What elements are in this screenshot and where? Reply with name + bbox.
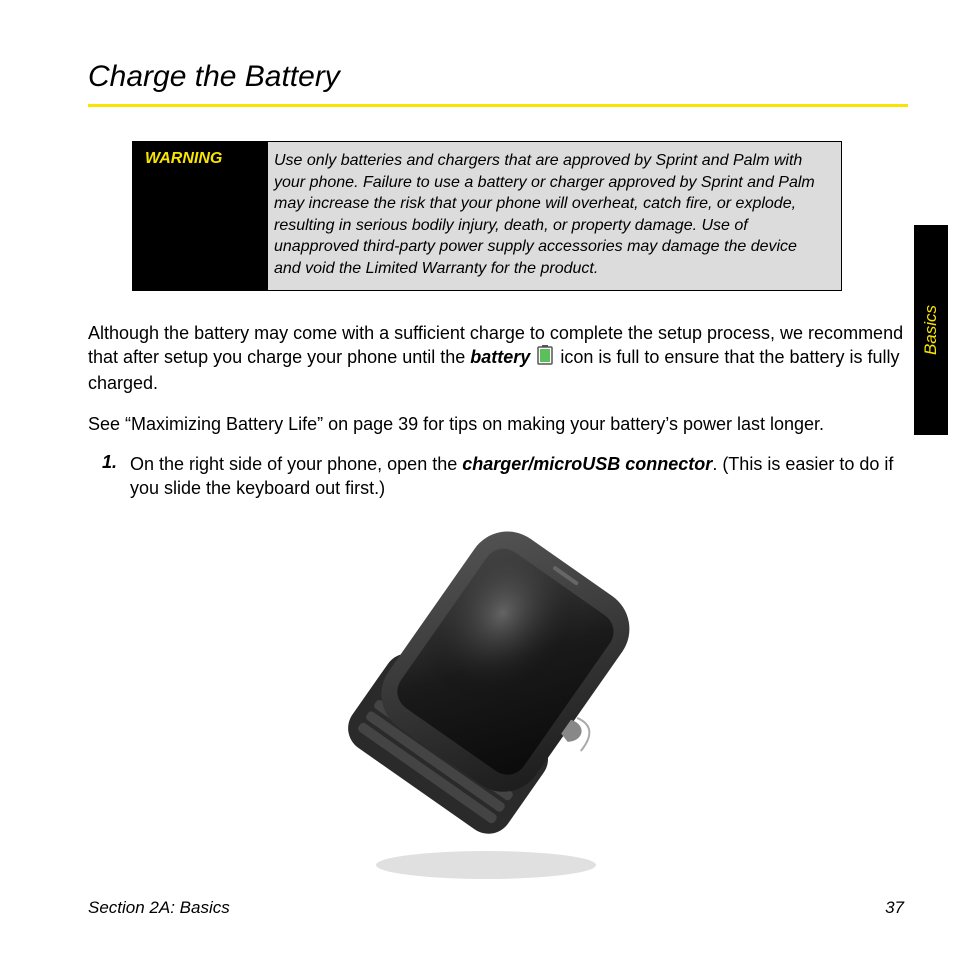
page-footer: Section 2A: Basics 37 — [88, 898, 904, 918]
warning-box: WARNING Use only batteries and chargers … — [132, 141, 842, 291]
footer-section: Section 2A: Basics — [88, 898, 230, 918]
battery-icon — [537, 345, 553, 371]
paragraph-2: See “Maximizing Battery Life” on page 39… — [88, 412, 904, 436]
side-tab-label: Basics — [921, 305, 941, 355]
para1-bold: battery — [470, 347, 530, 367]
title-underline — [88, 104, 908, 107]
warning-label: WARNING — [133, 142, 268, 290]
step1-a: On the right side of your phone, open th… — [130, 454, 462, 474]
paragraph-1: Although the battery may come with a suf… — [88, 321, 904, 396]
step1-bold: charger/microUSB connector — [462, 454, 712, 474]
page-title: Charge the Battery — [88, 60, 904, 94]
side-tab: Basics — [914, 225, 948, 435]
step-number: 1. — [102, 452, 130, 501]
document-page: Charge the Battery WARNING Use only batt… — [0, 0, 954, 954]
step-text: On the right side of your phone, open th… — [130, 452, 904, 501]
phone-image — [331, 520, 661, 885]
footer-page-number: 37 — [885, 898, 904, 918]
step-1: 1. On the right side of your phone, open… — [102, 452, 904, 501]
warning-text: Use only batteries and chargers that are… — [268, 142, 841, 290]
